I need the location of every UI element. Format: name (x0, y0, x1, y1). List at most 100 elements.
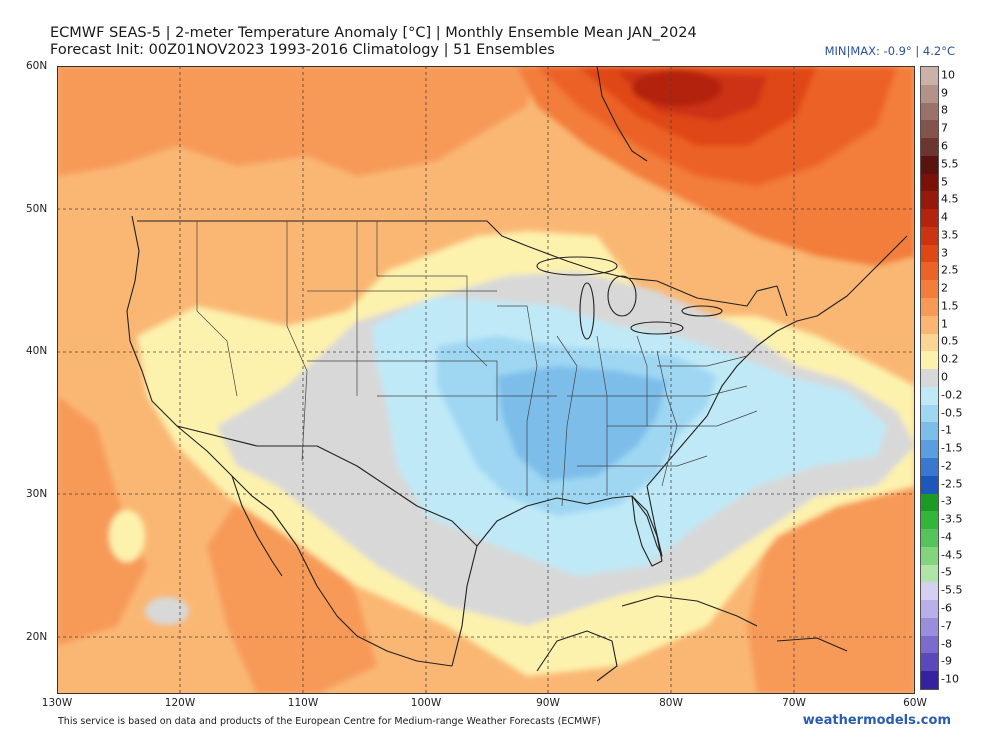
lon-label-110w: 110W (287, 697, 319, 709)
legend-swatch (921, 600, 938, 619)
legend-label: -6 (941, 601, 952, 615)
brand-link[interactable]: weathermodels.com (802, 713, 951, 728)
legend-label: -5.5 (941, 583, 963, 597)
legend-label: 5.5 (941, 157, 959, 171)
legend-swatch (921, 155, 938, 175)
lake-erie (630, 321, 684, 335)
legend-label: 7 (941, 121, 948, 135)
map-title-line-2: Forecast Init: 00Z01NOV2023 1993-2016 Cl… (50, 42, 555, 58)
legend-label: -2.5 (941, 477, 963, 491)
atlantic-coastline (646, 235, 908, 487)
anomaly-zone-1-5c-pacific (57, 396, 147, 646)
legend-swatch (921, 511, 938, 530)
legend-label: 1.5 (941, 299, 959, 313)
lake-ontario (681, 305, 723, 317)
legend-swatch (921, 84, 938, 104)
legend-label: 2.5 (941, 263, 959, 277)
lon-label-130w: 130W (41, 697, 73, 709)
legend-swatch (921, 422, 938, 441)
us-mexico-border (176, 425, 478, 547)
anomaly-zone-1-5c-mexico (207, 486, 377, 694)
legend-swatch (921, 102, 938, 121)
legend-swatch (921, 546, 938, 566)
legend-swatch (921, 617, 938, 637)
legend-swatch (921, 333, 938, 352)
legend-swatch (921, 138, 938, 157)
legend-swatch (921, 404, 938, 423)
legend-swatch (921, 351, 938, 370)
lake-superior (536, 256, 618, 276)
legend-label: 4.5 (941, 192, 959, 206)
lat-label-20n: 20N (26, 631, 48, 643)
baja-california (231, 475, 283, 577)
legend-swatch (921, 582, 938, 601)
legend-label: 4 (941, 210, 948, 224)
anomaly-zone-1-5c-north (57, 66, 537, 176)
legend-swatch (921, 191, 938, 210)
legend-swatch (921, 529, 938, 548)
legend-label: -7 (941, 619, 952, 633)
color-scale-legend (920, 66, 939, 690)
legend-label: -0.5 (941, 406, 963, 420)
legend-label: 2 (941, 281, 948, 295)
lat-label-50n: 50N (26, 203, 48, 215)
legend-label: -1.5 (941, 441, 963, 455)
legend-label: -8 (941, 637, 952, 651)
lon-label-100w: 100W (410, 697, 442, 709)
lon-label-70w: 70W (782, 697, 806, 709)
legend-label: -1 (941, 423, 952, 437)
legend-swatch (921, 653, 938, 672)
legend-label: -3.5 (941, 512, 963, 526)
anomaly-zone-0c-pacific (145, 597, 189, 625)
legend-swatch (921, 635, 938, 654)
legend-swatch (921, 173, 938, 192)
legend-label: -9 (941, 654, 952, 668)
yucatan-peninsula (536, 630, 618, 682)
anomaly-zone-4c-east-canada (632, 70, 722, 106)
legend-swatch (921, 67, 938, 86)
lat-label-40n: 40N (26, 345, 48, 357)
legend-label: -3 (941, 494, 952, 508)
florida-peninsula (631, 495, 663, 567)
map-title-line-1: ECMWF SEAS-5 | 2-meter Temperature Anoma… (50, 25, 697, 41)
lat-label-60n: 60N (26, 60, 48, 72)
legend-label: 3.5 (941, 228, 959, 242)
temperature-anomaly-map (57, 66, 915, 694)
legend-label: -4 (941, 530, 952, 544)
legend-label: 10 (941, 68, 955, 82)
legend-label: 8 (941, 103, 948, 117)
legend-swatch (921, 209, 938, 228)
legend-label: 1 (941, 317, 948, 331)
legend-label: -0.2 (941, 388, 963, 402)
legend-label: 6 (941, 139, 948, 153)
legend-label: 5 (941, 175, 948, 188)
data-attribution-note: This service is based on data and produc… (58, 716, 601, 727)
legend-swatch (921, 226, 938, 246)
legend-label: 0 (941, 370, 948, 384)
hudson-bay-coast (596, 66, 648, 162)
legend-swatch (921, 564, 938, 583)
legend-label: -5 (941, 565, 952, 579)
legend-swatch (921, 493, 938, 512)
legend-swatch (921, 369, 938, 388)
legend-label: -4.5 (941, 548, 963, 562)
legend-label: -2 (941, 459, 952, 473)
legend-swatch (921, 262, 938, 281)
lake-michigan (579, 282, 595, 340)
anomaly-zone-1-5c-atlantic (747, 486, 915, 694)
graticule (57, 66, 915, 694)
lon-label-90w: 90W (536, 697, 560, 709)
legend-label: 9 (941, 86, 948, 100)
anomaly-zone-0-5c-pacific (109, 510, 145, 562)
hispaniola (776, 637, 848, 652)
us-canada-border (137, 220, 788, 317)
lat-label-30n: 30N (26, 488, 48, 500)
state-borders (196, 221, 758, 507)
legend-swatch (921, 671, 938, 690)
cuba (621, 595, 758, 627)
legend-swatch (921, 475, 938, 494)
legend-swatch (921, 440, 938, 459)
legend-label: 0.5 (941, 334, 959, 348)
lon-label-120w: 120W (164, 697, 196, 709)
lon-label-80w: 80W (659, 697, 683, 709)
